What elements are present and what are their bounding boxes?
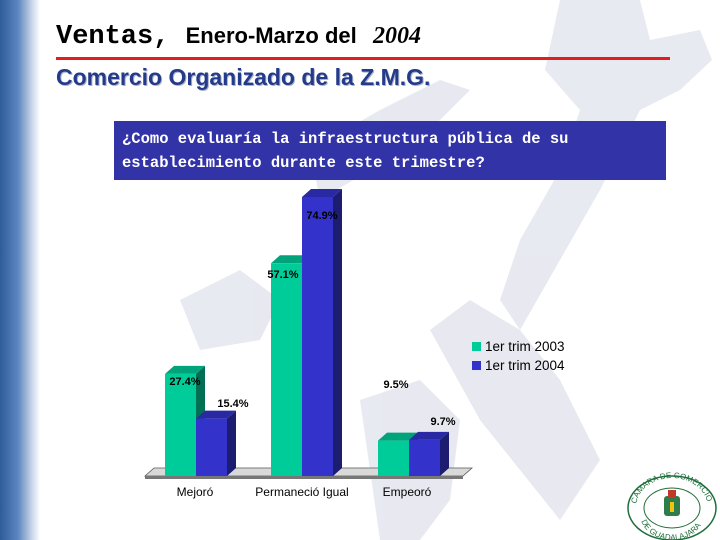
bar-2004-1-top: [302, 188, 342, 197]
chamber-of-commerce-seal: CAMARA DE COMERCIO DE GUADALAJARA: [627, 471, 717, 540]
bar-2004-1-side: [333, 188, 342, 476]
bar-2003-1: [271, 263, 302, 476]
bar-2003-0-top: [165, 365, 205, 374]
data-label-2004-1: 74.9%: [306, 210, 337, 222]
bar-2004-0-top: [196, 410, 236, 419]
bar-2004-2-top: [409, 431, 449, 440]
category-label-2: Empeoró: [383, 485, 432, 499]
bar-2004-0: [196, 418, 227, 476]
title-underline: [56, 57, 670, 60]
question-line-1: ¿Como evaluaría la infraestructura públi…: [122, 130, 569, 148]
data-label-2003-1: 57.1%: [267, 269, 298, 281]
legend-label-2003: 1er trim 2003: [485, 339, 565, 354]
data-label-2003-0: 27.4%: [169, 376, 200, 388]
bar-2003-1-top: [271, 255, 311, 264]
bar-2004-1: [302, 196, 333, 476]
title-year: 2004: [372, 23, 421, 49]
legend-label-2004: 1er trim 2004: [485, 358, 565, 373]
legend-swatch-2003: [472, 342, 481, 351]
slide-title: Ventas, Enero-Marzo del 2004: [56, 22, 421, 52]
data-label-2003-2: 9.5%: [383, 379, 408, 391]
slide-subtitle: Comercio Organizado de la Z.M.G.: [56, 64, 431, 90]
bar-2003-0: [165, 373, 196, 476]
chart-floor-edge: [145, 476, 463, 479]
bar-2004-2: [409, 439, 440, 476]
title-date-range: Enero-Marzo del: [185, 23, 357, 48]
data-label-2004-0: 15.4%: [217, 398, 248, 410]
question-text: ¿Como evaluaría la infraestructura públi…: [122, 127, 662, 175]
bar-2004-0-side: [227, 410, 236, 476]
question-line-2: establecimiento durante este trimestre?: [122, 154, 485, 172]
category-label-0: Mejoró: [177, 485, 214, 499]
bar-2003-2: [378, 440, 409, 476]
title-main: Ventas,: [56, 22, 170, 52]
bar-2003-2-top: [378, 432, 418, 441]
category-label-1: Permaneció Igual: [255, 485, 348, 499]
question-box: ¿Como evaluaría la infraestructura públi…: [114, 121, 666, 180]
bar-2004-2-side: [440, 431, 449, 476]
legend-swatch-2004: [472, 361, 481, 370]
left-gradient-band: [0, 0, 40, 540]
data-label-2004-2: 9.7%: [430, 416, 455, 428]
